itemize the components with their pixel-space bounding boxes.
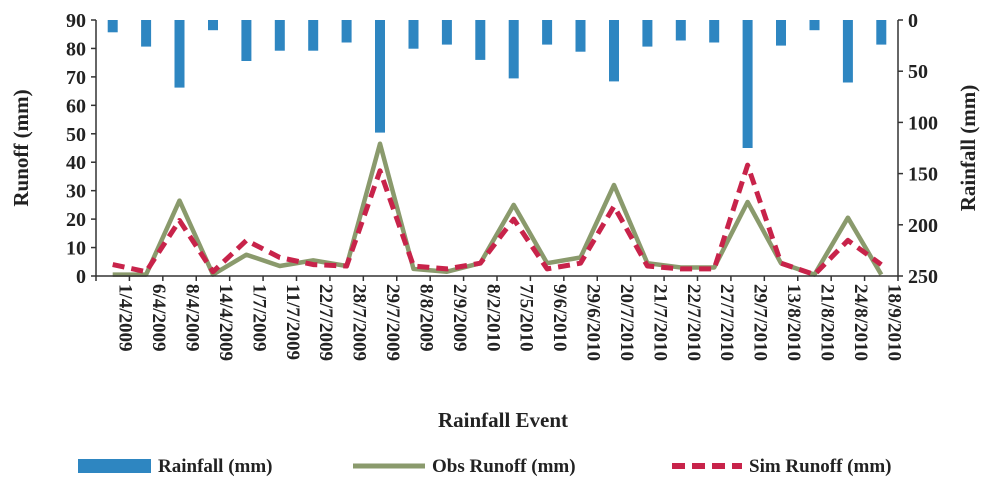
rainfall-bar bbox=[308, 20, 319, 51]
tick-labels: 0 10 20 30 40 50 60 70 80 90 0 50 100 150 200 250 1/4/20… bbox=[66, 10, 938, 361]
x-tick-label: 27/7/2010 bbox=[716, 284, 737, 361]
rainfall-bar bbox=[575, 20, 586, 52]
rainfall-bar bbox=[776, 20, 786, 46]
legend-rainfall-label: Rainfall (mm) bbox=[158, 456, 273, 477]
y-tick-label-right: 250 bbox=[908, 266, 938, 288]
rainfall-bar bbox=[842, 20, 853, 83]
x-tick-label: 20/7/2010 bbox=[616, 284, 637, 361]
rainfall-bar bbox=[107, 20, 118, 33]
x-tick-label: 22/7/2009 bbox=[315, 284, 336, 361]
legend-sim-label: Sim Runoff (mm) bbox=[749, 456, 892, 477]
rainfall-bar bbox=[141, 20, 152, 47]
rainfall-bar bbox=[274, 20, 285, 51]
x-tick-label: 8/2/2010 bbox=[482, 284, 503, 352]
rainfall-bar bbox=[675, 20, 686, 41]
x-tick-label: 14/4/2009 bbox=[215, 284, 236, 361]
x-tick-label: 8/8/2009 bbox=[416, 284, 437, 352]
y-tick-label-right: 50 bbox=[908, 61, 928, 83]
x-tick-label: 13/8/2010 bbox=[783, 284, 804, 361]
y-tick-label-left: 40 bbox=[66, 152, 86, 174]
rainfall-bar bbox=[709, 20, 720, 43]
y-tick-label-left: 30 bbox=[66, 181, 86, 203]
rainfall-bar bbox=[876, 20, 887, 45]
obs-runoff-line bbox=[112, 141, 884, 277]
y-tick-label-left: 60 bbox=[66, 95, 86, 117]
rainfall-bars bbox=[107, 20, 887, 148]
rainfall-bar bbox=[809, 20, 820, 31]
rainfall-bar bbox=[542, 20, 553, 45]
rainfall-bar bbox=[241, 20, 252, 61]
rainfall-bar bbox=[475, 20, 486, 60]
y-tick-label-left: 80 bbox=[66, 38, 86, 60]
legend-obs-label: Obs Runoff (mm) bbox=[432, 456, 576, 477]
x-tick-label: 1/4/2009 bbox=[115, 284, 136, 352]
y-tick-label-right: 150 bbox=[908, 164, 938, 186]
runoff-lines bbox=[112, 141, 884, 278]
x-tick-label: 7/5/2010 bbox=[516, 284, 537, 352]
rainfall-bar bbox=[609, 20, 619, 82]
y-tick-label-right: 100 bbox=[908, 112, 938, 134]
x-tick-label: 24/8/2010 bbox=[850, 284, 871, 361]
y-axis-label-left: Runoff (mm) bbox=[9, 89, 33, 206]
x-tick-label: 29/7/2009 bbox=[382, 284, 403, 361]
chart-axes bbox=[91, 19, 903, 281]
y-tick-label-left: 50 bbox=[66, 124, 86, 146]
x-tick-label: 21/8/2010 bbox=[817, 284, 838, 361]
rainfall-bar bbox=[341, 20, 352, 43]
rainfall-bar bbox=[375, 20, 385, 133]
legend: Rainfall (mm) Obs Runoff (mm) Sim Runoff… bbox=[78, 456, 892, 477]
rainfall-bar bbox=[742, 20, 753, 148]
x-tick-label: 29/7/2010 bbox=[750, 284, 771, 361]
x-tick-label: 6/4/2009 bbox=[148, 284, 169, 352]
x-tick-label: 21/7/2010 bbox=[649, 284, 670, 361]
sim-runoff-line bbox=[112, 162, 883, 278]
x-tick-label: 2/9/2009 bbox=[449, 284, 470, 352]
y-tick-label-left: 70 bbox=[66, 67, 86, 89]
rainfall-bar bbox=[441, 20, 452, 45]
x-tick-label: 18/9/2010 bbox=[883, 284, 904, 361]
y-tick-label-right: 200 bbox=[908, 215, 938, 237]
x-tick-label: 1/7/2009 bbox=[248, 284, 269, 352]
y-axis-label-right: Rainfall (mm) bbox=[956, 85, 980, 212]
y-tick-label-left: 90 bbox=[66, 10, 86, 32]
x-tick-label: 9/6/2010 bbox=[549, 284, 570, 352]
x-axis-label: Rainfall Event bbox=[438, 408, 568, 432]
y-tick-label-right: 0 bbox=[908, 10, 918, 32]
rainfall-bar bbox=[208, 20, 218, 31]
x-tick-label: 29/6/2010 bbox=[583, 284, 604, 361]
rainfall-bar bbox=[508, 20, 519, 79]
x-tick-label: 8/4/2009 bbox=[182, 284, 203, 352]
rainfall-bar bbox=[174, 20, 185, 88]
x-tick-label: 11/7/2009 bbox=[282, 284, 303, 360]
x-tick-label: 28/7/2009 bbox=[349, 284, 370, 361]
y-tick-label-left: 0 bbox=[76, 266, 86, 288]
rainfall-bar bbox=[642, 20, 653, 47]
legend-rainfall-swatch bbox=[78, 459, 151, 473]
y-tick-label-left: 10 bbox=[66, 238, 86, 260]
y-tick-label-left: 20 bbox=[66, 209, 86, 231]
rainfall-bar bbox=[408, 20, 419, 49]
x-tick-label: 22/7/2010 bbox=[683, 284, 704, 361]
